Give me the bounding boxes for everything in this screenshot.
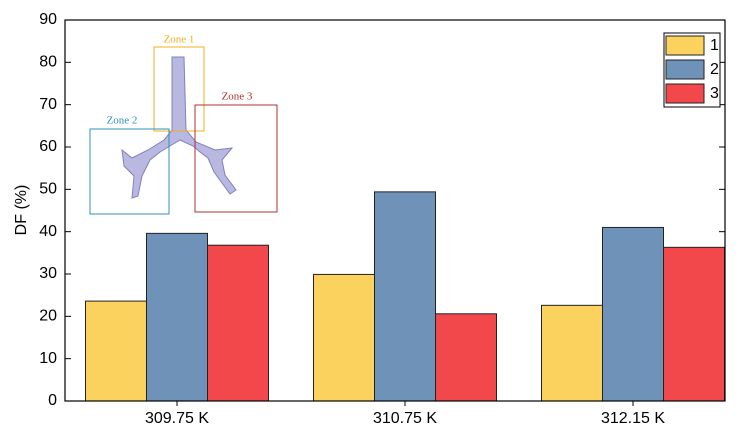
legend-swatch xyxy=(666,84,704,103)
y-tick-label: 60 xyxy=(39,138,57,155)
zone-box xyxy=(195,105,277,212)
legend-label: 3 xyxy=(710,85,719,102)
bar xyxy=(86,301,147,401)
bar xyxy=(664,247,725,401)
lung-shape xyxy=(122,57,236,198)
x-tick-label: 310.75 K xyxy=(373,410,437,427)
annotation: Zone 3 xyxy=(222,91,253,103)
annotation: Zone 1 xyxy=(164,34,195,46)
y-tick-label: 20 xyxy=(39,308,57,325)
bar xyxy=(542,305,603,401)
bar xyxy=(436,314,497,401)
x-tick-label: 309.75 K xyxy=(145,410,209,427)
lung-inset: Zone 1 Zone 2 Zone 3 xyxy=(90,34,277,214)
y-tick-label: 30 xyxy=(39,265,57,282)
bar xyxy=(375,192,436,401)
y-tick-label: 70 xyxy=(39,96,57,113)
y-axis-label: DF (%) xyxy=(13,185,30,236)
y-tick-label: 50 xyxy=(39,181,57,198)
y-tick-label: 0 xyxy=(48,392,57,409)
x-tick-label: 312.15 K xyxy=(601,410,665,427)
bar xyxy=(147,233,208,401)
legend-label: 2 xyxy=(710,61,719,78)
legend-swatch xyxy=(666,36,704,55)
chart: DF (%) Zone 1 Zone 2 Zone 3 0 10 20 30 40 50 6… xyxy=(0,0,742,427)
bar xyxy=(314,274,375,401)
annotation: Zone 2 xyxy=(107,115,138,127)
y-tick-label: 80 xyxy=(39,54,57,71)
legend-label: 1 xyxy=(710,37,719,54)
y-tick-label: 10 xyxy=(39,350,57,367)
legend-swatch xyxy=(666,60,704,79)
bar xyxy=(208,245,269,401)
y-tick-label: 90 xyxy=(39,11,57,28)
bar xyxy=(603,227,664,401)
y-tick-label: 40 xyxy=(39,223,57,240)
